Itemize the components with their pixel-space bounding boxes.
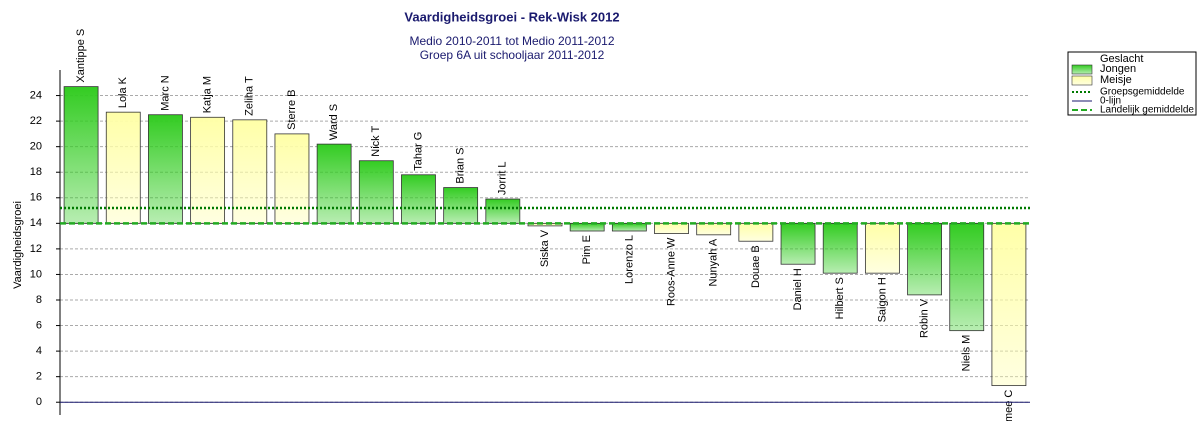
bar xyxy=(822,222,858,274)
y-tick-label: 6 xyxy=(36,319,42,331)
y-tick-label: 16 xyxy=(30,192,42,204)
bar-label: Saigon H xyxy=(876,277,888,322)
bar-label: Hilbert S xyxy=(834,277,846,319)
bar xyxy=(401,174,436,224)
bar-label: Roos-Anne W xyxy=(665,237,677,306)
bar xyxy=(991,222,1027,387)
legend-title: Geslacht xyxy=(1100,53,1143,65)
bar-label: Pim E xyxy=(581,235,593,264)
bar xyxy=(148,114,183,224)
bar-label: Siska V xyxy=(539,229,551,267)
bar xyxy=(949,222,985,332)
legend-swatch xyxy=(1071,64,1093,75)
bar-label: Marc N xyxy=(159,75,171,111)
bar xyxy=(274,133,310,224)
bar-label: mee C xyxy=(1003,390,1015,421)
bar xyxy=(63,86,99,224)
legend-label: Landelijk gemiddelde xyxy=(1100,105,1194,116)
y-tick-label: 8 xyxy=(36,294,42,306)
bar xyxy=(696,222,732,236)
y-tick-label: 20 xyxy=(30,141,42,153)
bar-label: Jorrit L xyxy=(497,161,509,195)
y-tick-label: 12 xyxy=(30,243,42,255)
bar xyxy=(232,119,268,224)
bar xyxy=(738,222,774,242)
bar xyxy=(316,143,352,224)
bar-label: Douae B xyxy=(750,245,762,288)
y-tick-label: 2 xyxy=(36,371,42,383)
y-tick-label: 18 xyxy=(30,166,42,178)
bar xyxy=(358,160,394,224)
y-tick-label: 14 xyxy=(30,217,42,229)
bar-label: Daniel H xyxy=(792,268,804,310)
legend-swatch xyxy=(1071,75,1093,86)
chart-subtitle: Medio 2010-2011 tot Medio 2011-2012 xyxy=(409,34,614,48)
bar-label: Sterre B xyxy=(286,90,298,130)
bar-label: Lola K xyxy=(117,76,129,108)
legend-label: Jongen xyxy=(1100,63,1136,75)
y-tick-label: 24 xyxy=(30,89,42,101)
bar xyxy=(443,187,479,224)
y-tick-label: 4 xyxy=(36,345,42,357)
bar-label: Robin V xyxy=(918,298,930,338)
bar xyxy=(654,222,689,234)
y-tick-label: 10 xyxy=(30,268,42,280)
bar-label: Tahar G xyxy=(412,132,424,171)
legend-label: Groepsgemiddelde xyxy=(1100,87,1185,98)
bar xyxy=(780,222,816,265)
legend-label: Meisje xyxy=(1100,74,1132,86)
bar-label: Nick T xyxy=(370,125,382,156)
bar xyxy=(485,198,521,224)
bar-label: Lorenzo L xyxy=(623,235,635,284)
bar xyxy=(907,222,942,296)
chart-title: Vaardigheidsgroei - Rek-Wisk 2012 xyxy=(404,9,619,24)
bar-label: Xantippe S xyxy=(75,29,87,83)
bar-label: Niels M xyxy=(961,335,973,372)
bar-label: Katja M xyxy=(202,76,214,113)
bar xyxy=(864,222,900,274)
bar-label: Zeliha T xyxy=(244,76,256,116)
chart-subtitle: Groep 6A uit schooljaar 2011-2012 xyxy=(420,48,605,62)
bar xyxy=(190,116,226,224)
bar xyxy=(105,111,141,224)
bar-label: Ward S xyxy=(328,104,340,140)
bar-label: Nunyah A xyxy=(708,238,720,286)
y-tick-label: 22 xyxy=(30,115,42,127)
y-axis-label: Vaardigheidsgroei xyxy=(12,201,24,289)
bar xyxy=(527,222,563,227)
legend-label: 0-lijn xyxy=(1100,96,1121,107)
bar-label: Brian S xyxy=(455,147,467,183)
y-tick-label: 0 xyxy=(36,396,42,408)
